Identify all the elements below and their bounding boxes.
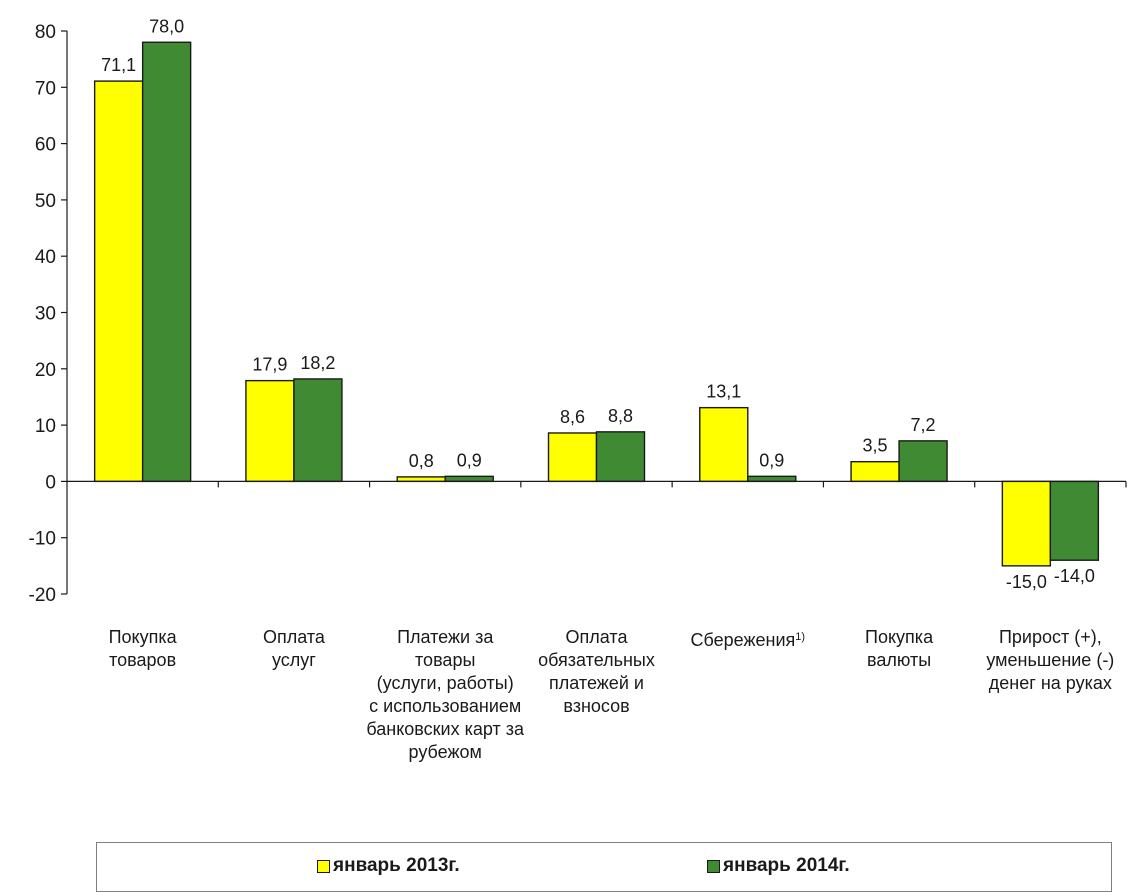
y-tick-label: 40 bbox=[35, 247, 56, 268]
category-label-line: рубежом bbox=[408, 742, 482, 762]
category-label-line: уменьшение (-) bbox=[986, 650, 1115, 670]
category-label: Сбережения1) bbox=[668, 626, 828, 652]
y-tick-label: 20 bbox=[35, 360, 56, 381]
data-label: 78,0 bbox=[149, 16, 184, 36]
data-label: 17,9 bbox=[252, 355, 287, 375]
data-label: -15,0 bbox=[1006, 572, 1047, 592]
data-label: 13,1 bbox=[706, 382, 741, 402]
bar-2014 bbox=[293, 378, 343, 483]
bar-2013 bbox=[93, 80, 144, 483]
category-label-line: обязательных bbox=[538, 650, 655, 670]
bar-2013 bbox=[1001, 480, 1052, 567]
bars bbox=[93, 41, 1100, 567]
legend: январь 2013г. январь 2014г. bbox=[96, 842, 1112, 892]
data-label: 0,8 bbox=[409, 451, 434, 471]
category-label: Платежи за товары (услуги, работы) с испол… bbox=[365, 626, 525, 764]
category-label-line: взносов bbox=[563, 696, 630, 716]
y-tick-label: -10 bbox=[29, 529, 56, 550]
category-label-line: Оплата bbox=[565, 627, 628, 647]
category-label-line: (услуги, работы) bbox=[376, 673, 514, 693]
data-labels: 71,1 17,9 0,8 8,6 13,1 3,5 -15,0 78,0 18,2 0,9 8,8… bbox=[101, 16, 1095, 592]
x-axis bbox=[67, 480, 1127, 488]
bar-2013 bbox=[245, 379, 295, 483]
bar-2013 bbox=[699, 406, 749, 483]
category-label-line: с использованием bbox=[369, 696, 522, 716]
legend-swatch-2014 bbox=[707, 859, 720, 873]
category-label-line: валюты bbox=[866, 650, 932, 670]
y-tick-label: 0 bbox=[45, 472, 56, 493]
y-tick-label: 30 bbox=[35, 304, 56, 325]
y-tick-label: 60 bbox=[35, 135, 56, 156]
y-tick-label: 80 bbox=[35, 22, 56, 43]
bar-2014 bbox=[444, 475, 494, 483]
category-label-line: Покупка bbox=[865, 627, 934, 647]
y-tick-label: 50 bbox=[35, 191, 56, 212]
category-label-line: Покупка bbox=[108, 627, 177, 647]
data-label: -14,0 bbox=[1054, 566, 1095, 586]
bar-2014 bbox=[898, 440, 948, 483]
data-label: 8,8 bbox=[608, 406, 633, 426]
category-label-line: платежей и bbox=[549, 673, 644, 693]
data-label: 8,6 bbox=[560, 407, 585, 427]
y-axis: -20 -10 0 10 20 30 40 50 60 70 80 bbox=[29, 22, 68, 606]
legend-label-2013: январь 2013г. bbox=[333, 855, 460, 876]
bar-2013 bbox=[396, 476, 446, 483]
data-label: 7,2 bbox=[911, 415, 936, 435]
category-label-line: услуг bbox=[271, 650, 316, 670]
y-tick-label: 70 bbox=[35, 78, 56, 99]
bar-2014 bbox=[747, 475, 797, 483]
category-label-line: товаров bbox=[109, 650, 177, 670]
bar-2014 bbox=[141, 41, 192, 483]
data-label: 71,1 bbox=[101, 55, 136, 75]
category-label-line: Платежи за товары bbox=[397, 627, 494, 670]
category-label: Прирост (+), уменьшение (-) денег на руках bbox=[970, 626, 1130, 695]
y-tick-label: 10 bbox=[35, 416, 56, 437]
category-label: Оплата услуг bbox=[214, 626, 374, 672]
bar-2014 bbox=[595, 431, 646, 483]
category-label: Покупка товаров bbox=[63, 626, 223, 672]
data-label: 0,9 bbox=[457, 450, 482, 470]
category-label: Покупка валюты bbox=[819, 626, 979, 672]
data-label: 0,9 bbox=[759, 450, 784, 470]
bar-chart: -20 -10 0 10 20 30 40 50 60 70 80 71,1 17,9 0,8 8,6 13… bbox=[29, 16, 1127, 606]
legend-item-2014: январь 2014г. bbox=[707, 855, 850, 877]
y-tick-label: -20 bbox=[29, 585, 56, 606]
category-label-line: Прирост (+), bbox=[998, 627, 1102, 647]
bar-2014 bbox=[1049, 480, 1100, 561]
data-label: 3,5 bbox=[863, 436, 888, 456]
bar-2013 bbox=[850, 460, 900, 483]
footnote-mark: 1) bbox=[795, 631, 806, 643]
category-label-line: Оплата bbox=[262, 627, 325, 647]
legend-label-2014: январь 2014г. bbox=[723, 855, 850, 876]
legend-swatch-2013 bbox=[317, 859, 330, 873]
category-label-line: денег на руках bbox=[988, 673, 1112, 693]
category-label-line: банковских карт за bbox=[366, 719, 525, 739]
data-label: 18,2 bbox=[300, 353, 335, 373]
bar-2013 bbox=[547, 432, 598, 483]
category-label: Оплата обязательных платежей и взносов bbox=[517, 626, 677, 718]
category-label-line: Сбережения1) bbox=[690, 630, 806, 650]
legend-item-2013: январь 2013г. bbox=[317, 855, 460, 877]
